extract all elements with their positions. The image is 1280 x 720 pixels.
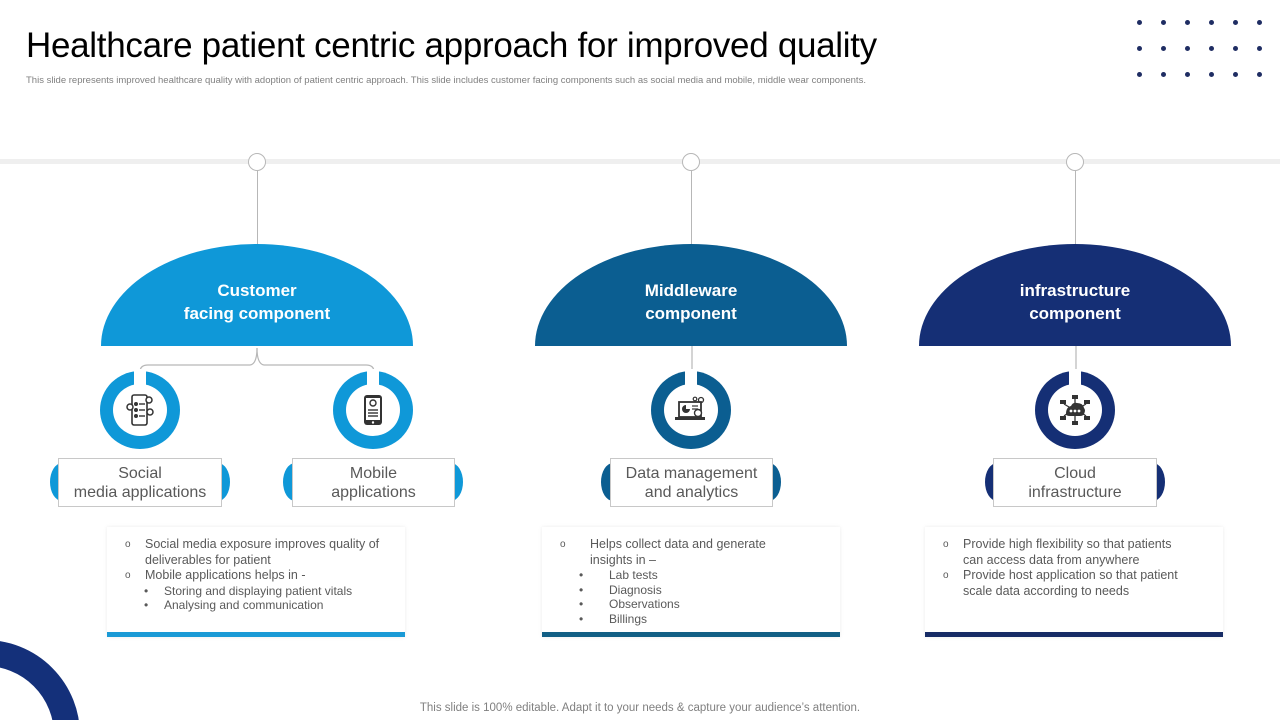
card-sub-bullet: Diagnosis: [542, 583, 840, 598]
label-cloud-infrastructure: Cloud infrastructure: [985, 458, 1165, 507]
label-line2: media applications: [73, 483, 207, 501]
social-media-icon-ring: [100, 369, 180, 449]
page-title: Healthcare patient centric approach for …: [26, 26, 877, 65]
label-data-management: Data management and analytics: [601, 458, 781, 507]
decorative-dot-grid: [1133, 16, 1268, 82]
connector-line: [257, 171, 258, 245]
connector-line: [691, 171, 692, 245]
timeline-node: [1066, 153, 1084, 171]
label-line2: infrastructure: [1028, 483, 1122, 501]
timeline-node: [248, 153, 266, 171]
card-accent-bar: [107, 632, 405, 637]
timeline-node: [682, 153, 700, 171]
label-line1: Cloud: [1054, 464, 1096, 482]
middleware-card: Helps collect data and generate insights…: [542, 527, 840, 637]
connector-line: [1075, 171, 1076, 245]
footer-note: This slide is 100% editable. Adapt it to…: [419, 702, 861, 714]
card-sub-bullet: Billings: [542, 612, 840, 627]
label-line1: Social: [118, 464, 162, 482]
page-subtitle: This slide represents improved healthcar…: [26, 75, 866, 86]
card-sub-bullet: Analysing and communication: [107, 598, 405, 613]
card-bullet: Mobile applications helps in -: [107, 568, 405, 584]
label-line2: applications: [331, 483, 416, 501]
laptop-analytics-icon: [675, 396, 705, 420]
data-management-icon-ring: [651, 369, 731, 449]
card-bullet: Provide high flexibility so that patient…: [925, 537, 1223, 568]
card-bullet: Provide host application so that patient…: [925, 568, 1223, 599]
dome-heading-line2: component: [645, 304, 737, 323]
cloud-network-icon: [1060, 395, 1090, 425]
dome-heading-line1: Middleware: [644, 281, 738, 300]
cloud-infrastructure-icon-ring: [1035, 369, 1115, 449]
middleware-dome: Middleware component: [535, 244, 847, 346]
infrastructure-card: Provide high flexibility so that patient…: [925, 527, 1223, 637]
label-mobile-apps: Mobile applications: [283, 458, 463, 507]
mobile-app-icon-ring: [333, 369, 413, 449]
customer-facing-card: Social media exposure improves quality o…: [107, 527, 405, 637]
card-bullet: Helps collect data and generate insights…: [542, 537, 840, 568]
card-accent-bar: [542, 632, 840, 637]
card-sub-bullet: Observations: [542, 597, 840, 612]
label-line1: Data management: [625, 464, 758, 482]
label-line1: Mobile: [349, 464, 398, 482]
card-sub-bullet: Storing and displaying patient vitals: [107, 584, 405, 599]
label-social-media: Social media applications: [50, 458, 230, 507]
dome-heading-line1: infrastructure: [1019, 281, 1131, 300]
dome-heading-line1: Customer: [217, 281, 297, 300]
card-bullet: Social media exposure improves quality o…: [107, 537, 405, 568]
timeline-bar: [0, 159, 1280, 164]
dome-heading-line2: component: [1029, 304, 1121, 323]
mobile-phone-icon: [364, 395, 382, 425]
customer-facing-dome: Customer facing component: [101, 244, 413, 346]
social-media-list-icon: [126, 394, 154, 426]
dome-heading-line2: facing component: [183, 304, 331, 323]
label-line2: and analytics: [644, 483, 739, 501]
infrastructure-dome: infrastructure component: [919, 244, 1231, 346]
card-accent-bar: [925, 632, 1223, 637]
card-sub-bullet: Lab tests: [542, 568, 840, 583]
